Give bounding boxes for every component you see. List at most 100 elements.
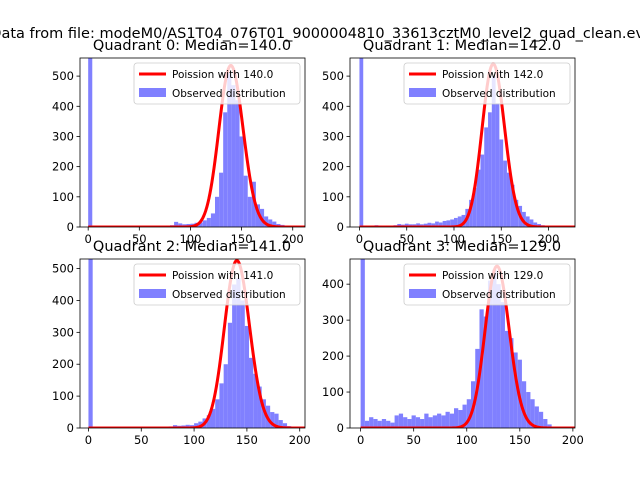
histogram-bar — [219, 172, 224, 227]
histogram-bar — [239, 136, 244, 227]
histogram-bar — [236, 278, 241, 428]
histogram-bar — [397, 223, 402, 227]
histogram-bar — [538, 411, 544, 428]
x-tick-label: 150 — [231, 232, 253, 246]
histogram-bar — [491, 76, 496, 227]
histogram-bar — [504, 330, 510, 428]
histogram-bar — [232, 284, 237, 428]
histogram-bar — [251, 181, 256, 227]
figure-suptitle: Data from file: modeM0/AS1T04_076T01_900… — [0, 26, 640, 42]
histogram-bar — [437, 413, 442, 428]
panel-title: Quadrant 2: Median=141.0 — [93, 239, 291, 255]
histogram-bar — [257, 386, 262, 428]
histogram-bar — [235, 100, 240, 227]
histogram-bar — [441, 415, 446, 428]
histogram-bar — [480, 154, 485, 227]
histogram-bar — [496, 284, 501, 428]
x-tick-label: 0 — [85, 232, 92, 246]
y-tick-label: 300 — [52, 325, 74, 339]
legend-box — [403, 62, 571, 105]
histogram-bar — [210, 213, 215, 227]
histogram-bar — [522, 211, 526, 227]
histogram-bar — [243, 175, 248, 227]
y-tick-label: 500 — [322, 69, 344, 83]
histogram-bar — [369, 417, 374, 428]
histogram-bar — [449, 413, 455, 428]
histogram-bar — [420, 419, 425, 428]
histogram-bar — [503, 160, 507, 227]
histogram-bar — [88, 58, 93, 227]
x-tick-label: 150 — [236, 433, 258, 447]
histogram-bar — [533, 222, 538, 227]
histogram-bar — [454, 408, 459, 428]
x-tick-label: 100 — [456, 433, 478, 447]
y-tick-label: 100 — [52, 190, 74, 204]
x-tick-label: 150 — [490, 232, 512, 246]
histogram-bar — [428, 417, 433, 428]
x-tick-label: 0 — [85, 433, 92, 447]
y-tick-label: 0 — [67, 421, 74, 435]
histogram-bar — [438, 222, 443, 227]
histogram-bar — [506, 172, 511, 227]
histogram-bar — [525, 216, 530, 227]
histogram-bar — [450, 219, 454, 227]
x-tick-label: 200 — [562, 433, 584, 447]
y-tick-label: 200 — [52, 160, 74, 174]
legend-label-observed: Observed distribution — [442, 289, 556, 301]
legend-bar-swatch — [139, 88, 166, 97]
histogram-bar — [509, 338, 514, 428]
plot-area — [360, 259, 575, 428]
x-tick-label: 200 — [538, 232, 560, 246]
y-tick-label: 100 — [52, 389, 74, 403]
histogram-bar — [416, 223, 420, 227]
histogram-bar — [194, 423, 199, 428]
legend-bar-swatch — [409, 88, 436, 97]
poisson-line — [87, 64, 305, 227]
histogram-bar — [261, 399, 266, 428]
y-tick-label: 300 — [322, 129, 344, 143]
histogram-bar — [427, 222, 432, 227]
histogram-bar — [543, 419, 548, 428]
poisson-line — [88, 259, 305, 428]
x-tick-label: 50 — [132, 232, 147, 246]
axes-frame — [349, 57, 576, 228]
panel-quadrant-2: Quadrant 2: Median=141.0 0 50 100 150 200 0 10… — [52, 239, 311, 447]
histogram-bar — [423, 223, 428, 227]
y-tick-label: 200 — [322, 160, 344, 174]
histogram-bar — [435, 221, 439, 227]
y-tick-label: 100 — [322, 190, 344, 204]
histogram-bar — [469, 199, 473, 227]
histogram-bar — [432, 415, 438, 428]
histogram-bar — [404, 223, 409, 227]
histogram-bar — [227, 322, 233, 428]
histogram-bar — [247, 196, 252, 227]
histogram-bar — [381, 419, 387, 428]
legend-box — [133, 263, 301, 306]
histogram-bar — [210, 408, 216, 428]
histogram-bar — [547, 424, 552, 428]
legend-box — [133, 62, 301, 105]
legend-bar-swatch — [139, 289, 166, 298]
legend-bar-swatch — [409, 289, 436, 298]
histogram-bar — [534, 406, 539, 428]
panel-quadrant-0: Quadrant 0: Median=140.0 0 50 100 150 200 0 10… — [52, 38, 306, 246]
y-tick-label: 0 — [337, 220, 344, 234]
histogram-bar — [264, 216, 269, 227]
histogram-bar — [231, 85, 236, 227]
histogram-bar — [270, 412, 275, 428]
x-tick-label: 0 — [356, 232, 363, 246]
y-tick-label: 300 — [322, 313, 344, 327]
histogram-bar — [495, 103, 500, 227]
histogram-bar — [513, 352, 518, 428]
histogram-bar — [442, 220, 447, 227]
y-tick-label: 100 — [322, 385, 344, 399]
x-tick-label: 200 — [282, 232, 304, 246]
poisson-line — [360, 264, 575, 428]
histogram-bar — [466, 399, 471, 428]
panel-title: Quadrant 1: Median=142.0 — [363, 38, 561, 54]
histogram-bar — [446, 220, 451, 227]
histogram-bar — [272, 221, 277, 227]
panel-quadrant-3: Quadrant 3: Median=129.0 0 50 100 150 200 0 10… — [322, 239, 584, 447]
legend-label-poisson: Poission with 129.0 — [442, 270, 543, 282]
y-tick-label: 0 — [337, 421, 344, 435]
